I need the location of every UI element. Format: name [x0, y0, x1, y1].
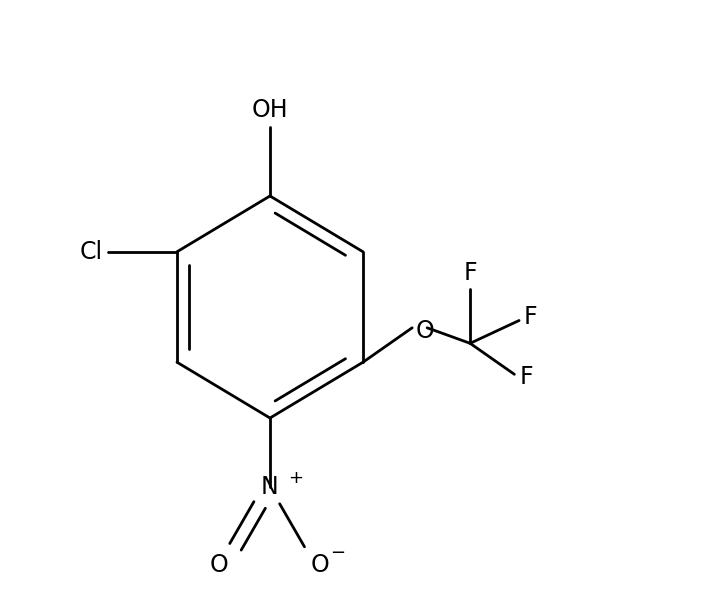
Text: N: N — [261, 475, 279, 499]
Text: F: F — [519, 365, 533, 389]
Text: OH: OH — [251, 98, 288, 122]
Text: O: O — [415, 319, 434, 343]
Text: F: F — [524, 306, 538, 330]
Text: −: − — [330, 544, 345, 562]
Text: Cl: Cl — [80, 240, 103, 264]
Text: F: F — [463, 260, 477, 284]
Text: O: O — [209, 553, 228, 577]
Text: O: O — [311, 553, 329, 577]
Text: +: + — [288, 469, 303, 487]
